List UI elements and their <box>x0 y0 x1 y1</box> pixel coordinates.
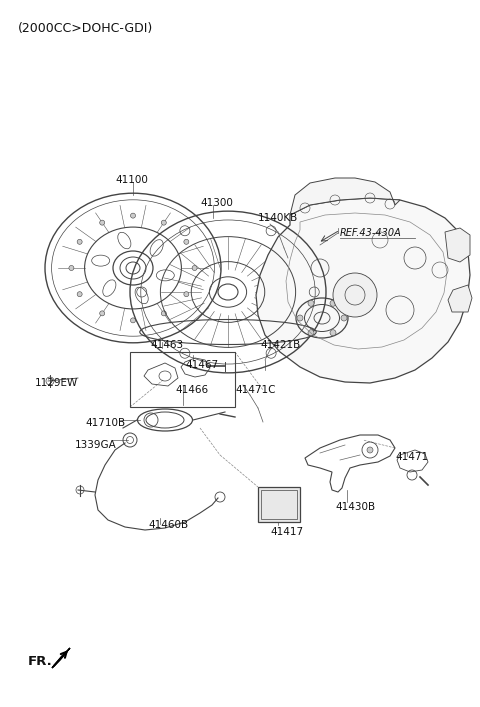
Bar <box>261 490 297 519</box>
Bar <box>258 487 300 522</box>
Text: 41471C: 41471C <box>235 385 276 395</box>
Text: 1129EW: 1129EW <box>35 378 78 388</box>
Circle shape <box>333 273 377 317</box>
Circle shape <box>131 318 135 323</box>
Circle shape <box>161 220 166 225</box>
Circle shape <box>77 240 82 245</box>
Circle shape <box>184 240 189 245</box>
Circle shape <box>100 220 105 225</box>
Circle shape <box>341 315 347 321</box>
Circle shape <box>192 266 197 271</box>
Polygon shape <box>445 228 470 262</box>
Circle shape <box>184 292 189 297</box>
Text: 41421B: 41421B <box>260 340 300 350</box>
Circle shape <box>100 311 105 316</box>
Polygon shape <box>448 285 472 312</box>
Text: 41467: 41467 <box>185 360 218 370</box>
Text: REF.43-430A: REF.43-430A <box>340 228 402 238</box>
Circle shape <box>308 300 314 306</box>
Text: (2000CC>DOHC-GDI): (2000CC>DOHC-GDI) <box>18 22 153 35</box>
Circle shape <box>161 311 166 316</box>
Text: FR.: FR. <box>28 655 53 668</box>
Text: 41100: 41100 <box>115 175 148 185</box>
Polygon shape <box>256 198 470 383</box>
Text: 1339GA: 1339GA <box>75 440 117 450</box>
Circle shape <box>367 447 373 453</box>
Circle shape <box>77 292 82 297</box>
Bar <box>130 352 235 407</box>
Text: 41463: 41463 <box>150 340 183 350</box>
Circle shape <box>131 213 135 218</box>
Text: 1140KB: 1140KB <box>258 213 298 223</box>
Text: 41417: 41417 <box>270 527 303 537</box>
Text: 41430B: 41430B <box>335 502 375 512</box>
Circle shape <box>308 329 314 336</box>
Circle shape <box>297 315 303 321</box>
Text: 41460B: 41460B <box>148 520 188 530</box>
Text: 41710B: 41710B <box>85 418 125 428</box>
Circle shape <box>69 266 74 271</box>
Text: 41471: 41471 <box>395 452 428 462</box>
Circle shape <box>330 300 336 306</box>
Polygon shape <box>290 178 400 215</box>
Circle shape <box>330 329 336 336</box>
Text: 41300: 41300 <box>200 198 233 208</box>
Polygon shape <box>52 648 70 668</box>
Text: 41466: 41466 <box>175 385 208 395</box>
